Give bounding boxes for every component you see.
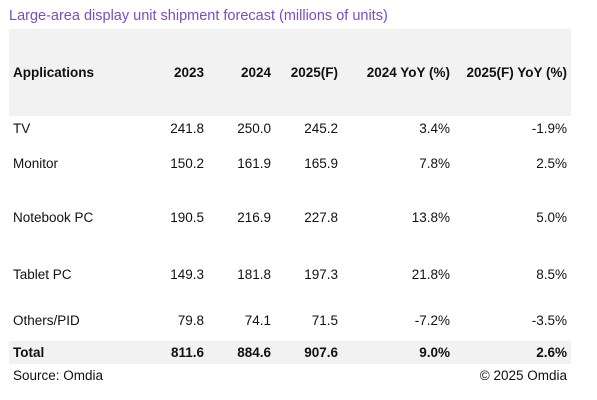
row-tablet-2025f: 197.3	[304, 267, 338, 282]
header-applications: Applications	[13, 65, 95, 80]
header-band	[9, 29, 571, 116]
row-tv-2024: 250.0	[237, 121, 271, 136]
source-note: Source: Omdia	[13, 368, 104, 383]
table-title: Large-area display unit shipment forecas…	[9, 8, 388, 24]
row-total-2025f-yoy: 2.6%	[536, 345, 567, 360]
header-2025f: 2025(F)	[290, 65, 338, 80]
row-tablet-2023: 149.3	[170, 267, 204, 282]
row-total-2023: 811.6	[170, 345, 204, 360]
row-total-2024-yoy: 9.0%	[419, 345, 450, 360]
row-tablet-2024-yoy: 21.8%	[411, 267, 450, 282]
row-tablet-2024: 181.8	[237, 267, 271, 282]
row-others-2025f-yoy: -3.5%	[531, 313, 567, 328]
row-notebook-2023: 190.5	[170, 210, 204, 225]
row-others-2023: 79.8	[177, 313, 204, 328]
row-monitor-2025f-yoy: 2.5%	[536, 156, 567, 171]
row-tv-2024-yoy: 3.4%	[419, 121, 450, 136]
row-monitor-2025f: 165.9	[304, 156, 338, 171]
row-others-2025f: 71.5	[311, 313, 338, 328]
row-tv-2025f-yoy: -1.9%	[531, 121, 567, 136]
row-monitor-2024: 161.9	[237, 156, 271, 171]
header-2025f-yoy: 2025(F) YoY (%)	[466, 65, 567, 80]
row-monitor-2024-yoy: 7.8%	[419, 156, 450, 171]
copyright-note: © 2025 Omdia	[479, 368, 567, 383]
row-notebook-label: Notebook PC	[13, 210, 94, 225]
row-total-label: Total	[13, 345, 45, 360]
total-band	[9, 341, 571, 364]
header-2024: 2024	[240, 65, 271, 80]
row-monitor-2023: 150.2	[170, 156, 204, 171]
row-tv-label: TV	[13, 121, 31, 136]
row-tablet-2025f-yoy: 8.5%	[536, 267, 567, 282]
row-notebook-2024: 216.9	[237, 210, 271, 225]
row-notebook-2025f-yoy: 5.0%	[536, 210, 567, 225]
row-tv-2025f: 245.2	[304, 121, 338, 136]
row-total-2025f: 907.6	[304, 345, 338, 360]
row-others-label: Others/PID	[13, 313, 80, 328]
row-others-2024-yoy: -7.2%	[414, 313, 450, 328]
row-monitor-label: Monitor	[13, 156, 59, 171]
row-notebook-2024-yoy: 13.8%	[411, 210, 450, 225]
row-others-2024: 74.1	[244, 313, 271, 328]
header-2024-yoy: 2024 YoY (%)	[366, 65, 450, 80]
row-notebook-2025f: 227.8	[304, 210, 338, 225]
header-2023: 2023	[173, 65, 204, 80]
row-tv-2023: 241.8	[170, 121, 204, 136]
row-total-2024: 884.6	[237, 345, 271, 360]
row-tablet-label: Tablet PC	[13, 267, 72, 282]
